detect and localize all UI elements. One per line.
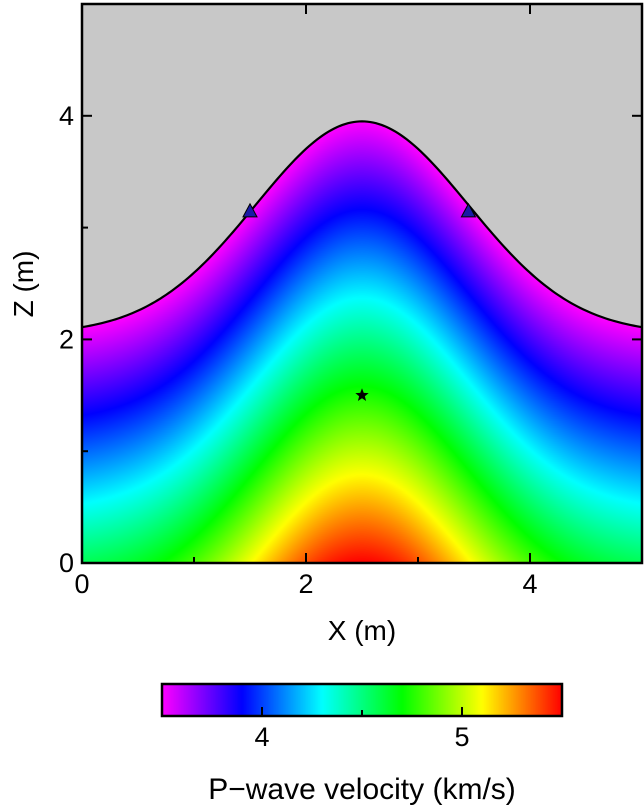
x-tick-label: 4 — [522, 569, 537, 599]
x-axis-ticks: 0 2 4 — [74, 4, 538, 599]
plot-area: 0 2 4 0 2 4 — [59, 2, 644, 599]
receiver-markers — [242, 202, 477, 218]
receiver-triangle-2 — [460, 202, 477, 218]
topography-surface-line — [82, 120, 642, 329]
y-axis-label: Z (m) — [8, 251, 39, 318]
y-tick-label: 0 — [59, 548, 74, 578]
velocity-heatmap — [82, 4, 642, 563]
source-marker — [355, 388, 369, 401]
x-axis-label: X (m) — [328, 615, 396, 646]
colorbar-tick-label: 4 — [254, 722, 269, 752]
plot-frame — [80, 2, 644, 565]
colorbar-label: P−wave velocity (km/s) — [208, 773, 516, 806]
receiver-triangle-1 — [242, 202, 258, 218]
y-axis-ticks: 0 2 4 — [59, 101, 642, 578]
colorbar-tick-label: 5 — [454, 722, 469, 752]
source-star — [355, 388, 369, 401]
y-tick-label: 4 — [59, 101, 74, 131]
x-tick-label: 2 — [298, 569, 313, 599]
y-tick-label: 2 — [59, 324, 74, 354]
x-tick-label: 0 — [74, 569, 89, 599]
